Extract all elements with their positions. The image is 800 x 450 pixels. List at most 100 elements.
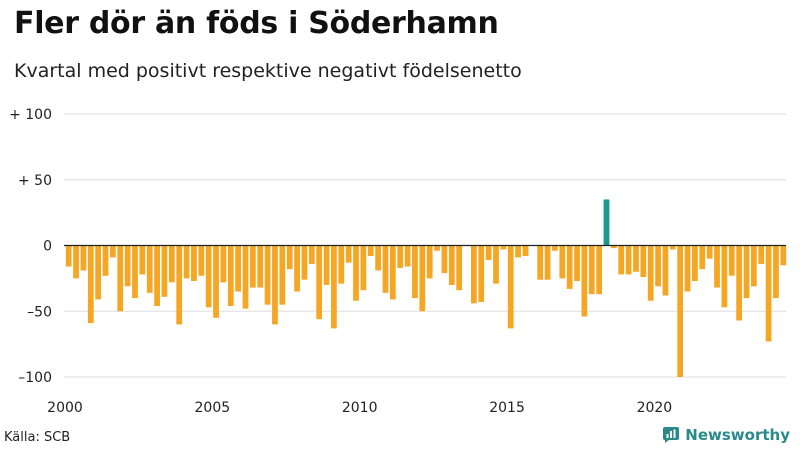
- bar: [552, 245, 558, 251]
- bar: [235, 245, 242, 292]
- x-tick-label: 2005: [195, 400, 231, 416]
- bar: [168, 245, 175, 283]
- bar: [375, 245, 381, 271]
- y-tick-label: + 50: [18, 173, 52, 189]
- bar: [65, 245, 72, 267]
- bar: [500, 245, 507, 250]
- x-tick-label: 2020: [637, 400, 673, 416]
- bar-chart-icon: [663, 427, 680, 443]
- bar: [183, 245, 190, 279]
- bar: [308, 245, 315, 264]
- bar: [80, 245, 87, 271]
- bar: [257, 245, 264, 288]
- bar: [728, 245, 735, 276]
- bar: [706, 245, 713, 259]
- bar: [198, 245, 205, 276]
- x-tick-label: 2010: [342, 400, 378, 416]
- bar: [404, 245, 411, 267]
- bar: [323, 245, 330, 285]
- y-tick-label: + 100: [9, 107, 52, 123]
- bar: [397, 245, 404, 268]
- y-tick-label: –50: [27, 304, 52, 320]
- bar: [522, 245, 529, 257]
- bar: [294, 245, 300, 292]
- bar: [301, 245, 308, 280]
- bar: [736, 245, 742, 321]
- newsworthy-logo: Newsworthy: [662, 426, 790, 444]
- bar: [559, 245, 566, 279]
- source-note: Källa: SCB: [4, 430, 71, 445]
- bar: [684, 245, 691, 292]
- y-tick-label: –100: [18, 370, 52, 386]
- bar: [382, 245, 389, 293]
- bar: [176, 245, 183, 325]
- gridlines: [64, 113, 786, 378]
- bar: [87, 245, 94, 324]
- bar: [655, 245, 661, 287]
- bar: [448, 245, 455, 285]
- bar: [338, 245, 345, 284]
- bar: [647, 245, 654, 301]
- bar: [117, 245, 124, 312]
- bar: [412, 245, 418, 299]
- axes: + 100 + 50 0 –50 –100 2000 2005 2010 2015 2020: [9, 107, 786, 416]
- bar: [780, 245, 787, 266]
- bar: [279, 245, 286, 305]
- bar: [220, 245, 227, 283]
- bar: [426, 245, 433, 279]
- bar: [434, 245, 440, 251]
- x-tick-label: 2000: [47, 400, 83, 416]
- bar: [213, 245, 219, 318]
- bar: [331, 245, 337, 329]
- bar: [669, 245, 676, 250]
- bar: [154, 245, 160, 306]
- brand-name: Newsworthy: [685, 426, 790, 444]
- bar: [581, 245, 588, 317]
- bar: [603, 199, 610, 246]
- bar: [574, 245, 580, 281]
- bar: [515, 245, 521, 258]
- bar: [367, 245, 374, 257]
- bar: [750, 245, 757, 287]
- bar: [95, 245, 102, 300]
- chart-subtitle: Kvartal med positivt respektive negativt…: [14, 60, 522, 82]
- bar: [471, 245, 477, 304]
- bar: [389, 245, 396, 300]
- bar: [124, 245, 131, 287]
- bar: [633, 245, 639, 272]
- bar: [478, 245, 485, 303]
- bar: [146, 245, 153, 293]
- bar: [191, 245, 197, 281]
- bar: [110, 245, 116, 258]
- bar: [441, 245, 448, 274]
- bar: [714, 245, 720, 288]
- bar: [485, 245, 492, 260]
- x-tick-label: 2015: [489, 400, 525, 416]
- bar: [419, 245, 426, 312]
- bar: [640, 245, 647, 278]
- bar: [596, 245, 603, 295]
- bar: [161, 245, 168, 297]
- bar: [345, 245, 352, 263]
- bar: [677, 245, 684, 377]
- bar: [507, 245, 514, 329]
- bar: [610, 245, 617, 249]
- bar: [758, 245, 765, 264]
- y-tick-label: 0: [43, 239, 52, 255]
- bar: [249, 245, 256, 288]
- bar: [493, 245, 499, 284]
- bar: [73, 245, 79, 279]
- bar: [692, 245, 698, 281]
- bar: [765, 245, 772, 342]
- bar: [544, 245, 551, 280]
- bar: [699, 245, 706, 270]
- bar: [662, 245, 669, 296]
- bar: [537, 245, 544, 280]
- bar: [264, 245, 271, 305]
- bar: [205, 245, 212, 308]
- bar: [721, 245, 728, 308]
- bar: [353, 245, 359, 301]
- bar: [242, 245, 249, 309]
- bar-chart: + 100 + 50 0 –50 –100 2000 2005 2010 2015 2020: [9, 107, 787, 416]
- bar: [139, 245, 146, 275]
